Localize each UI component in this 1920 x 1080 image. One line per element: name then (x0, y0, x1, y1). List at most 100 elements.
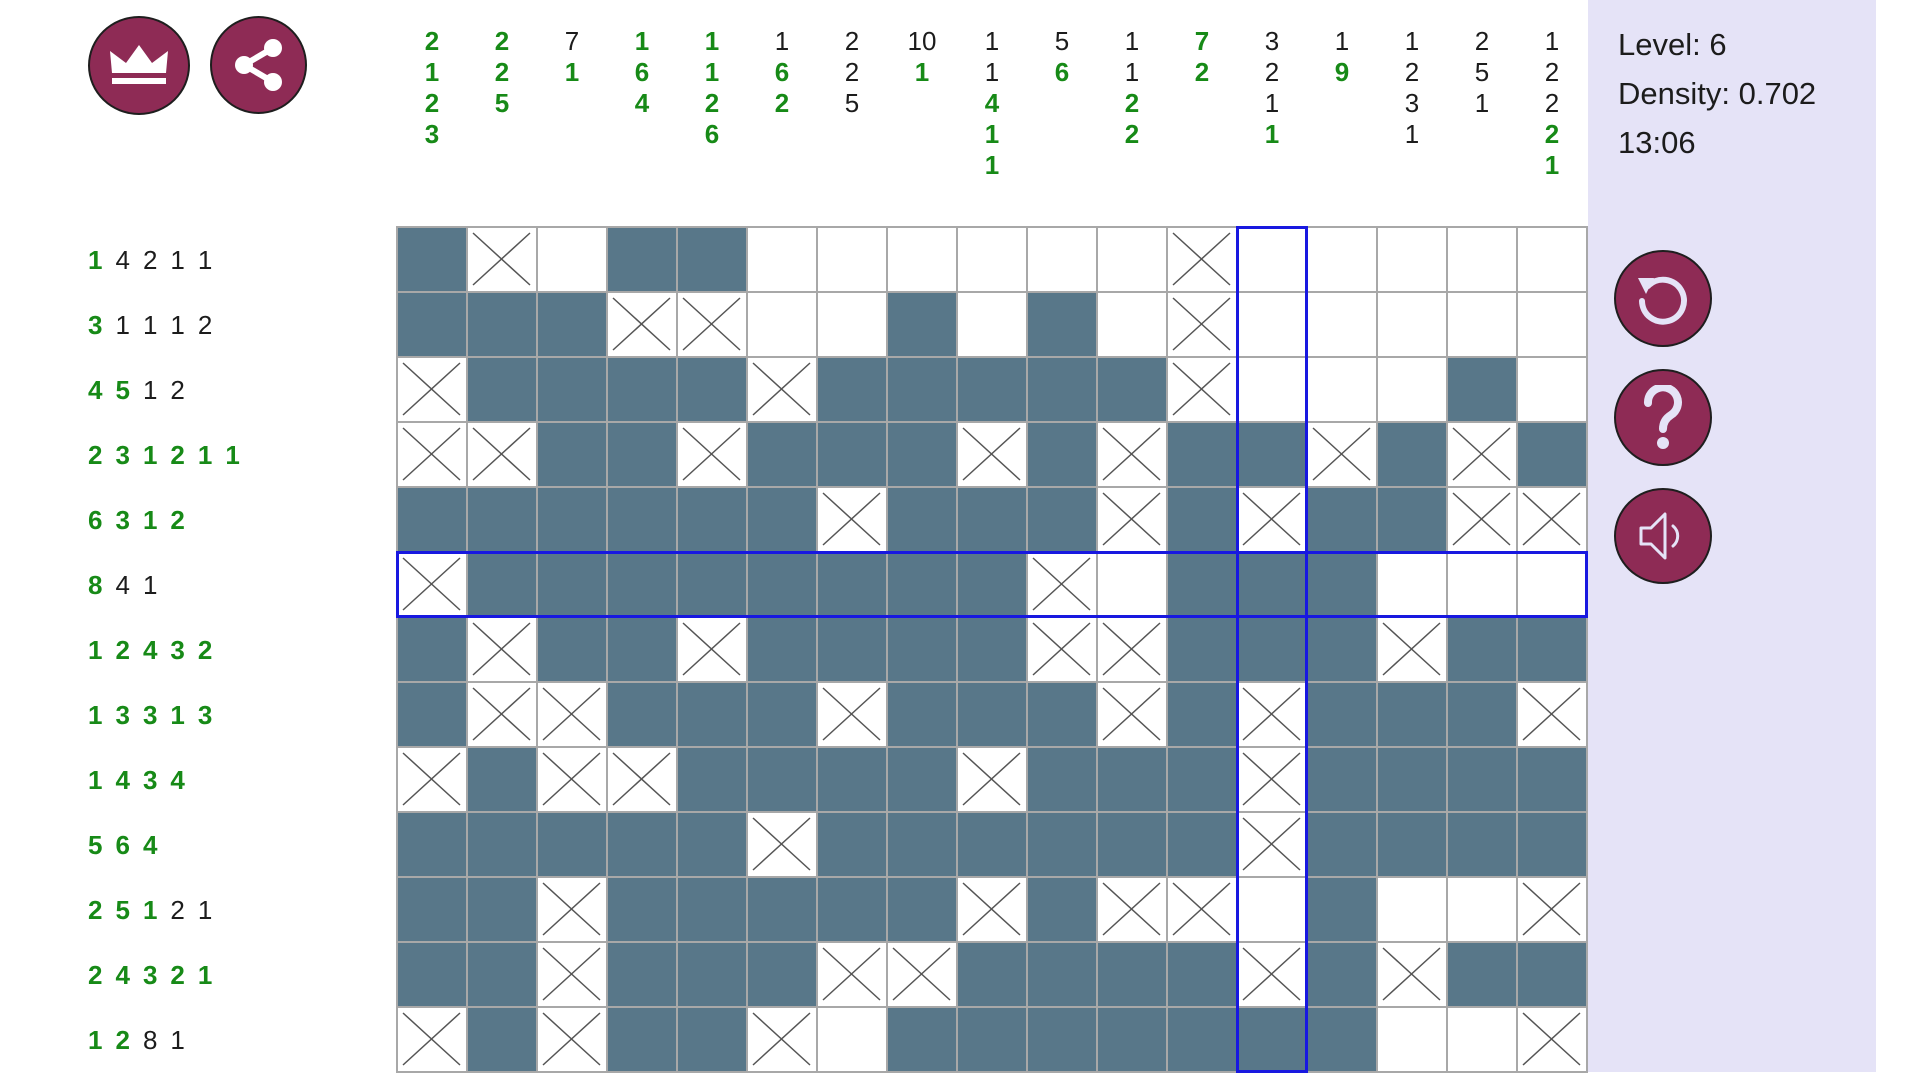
clue-number[interactable]: 9 (1334, 57, 1350, 87)
grid-cell-crossed[interactable] (1167, 877, 1237, 942)
grid-cell-filled[interactable] (747, 422, 817, 487)
grid-cell-filled[interactable] (957, 812, 1027, 877)
clue-number[interactable]: 1 (225, 439, 240, 470)
clue-number[interactable]: 1 (1264, 119, 1280, 149)
grid-cell-filled[interactable] (817, 357, 887, 422)
grid-cell-filled[interactable] (537, 812, 607, 877)
grid-cell-filled[interactable] (607, 487, 677, 552)
grid-cell-crossed[interactable] (467, 227, 537, 292)
grid-cell-empty[interactable] (1377, 877, 1447, 942)
grid-cell-filled[interactable] (607, 552, 677, 617)
clue-number[interactable]: 2 (170, 959, 185, 990)
grid-cell-filled[interactable] (1237, 422, 1307, 487)
grid-cell-filled[interactable] (887, 682, 957, 747)
grid-cell-filled[interactable] (887, 877, 957, 942)
grid-cell-empty[interactable] (957, 227, 1027, 292)
clue-number[interactable]: 2 (170, 439, 185, 470)
clue-number[interactable]: 1 (984, 119, 1000, 149)
clue-number[interactable]: 1 (88, 699, 103, 730)
grid-cell-filled[interactable] (957, 942, 1027, 1007)
grid-cell-filled[interactable] (607, 942, 677, 1007)
grid-cell-crossed[interactable] (397, 552, 467, 617)
clue-number[interactable]: 2 (1544, 57, 1560, 87)
grid-cell-crossed[interactable] (467, 682, 537, 747)
clue-number[interactable]: 2 (844, 57, 860, 87)
clue-number[interactable]: 2 (170, 894, 185, 925)
clue-number[interactable]: 1 (704, 26, 720, 56)
grid-cell-empty[interactable] (1377, 357, 1447, 422)
clue-number[interactable]: 2 (774, 88, 790, 118)
grid-cell-crossed[interactable] (537, 747, 607, 812)
clue-number[interactable]: 3 (1404, 88, 1420, 118)
grid-cell-filled[interactable] (397, 487, 467, 552)
clue-number[interactable]: 2 (88, 439, 103, 470)
grid-cell-crossed[interactable] (607, 292, 677, 357)
clue-number[interactable]: 1 (142, 504, 158, 535)
grid-cell-filled[interactable] (887, 747, 957, 812)
clue-number[interactable]: 1 (88, 244, 103, 275)
grid-cell-filled[interactable] (1167, 682, 1237, 747)
clue-number[interactable]: 3 (115, 439, 130, 470)
grid-cell-empty[interactable] (1377, 1007, 1447, 1072)
grid-cell-filled[interactable] (1447, 617, 1517, 682)
grid-cell-empty[interactable] (1307, 292, 1377, 357)
clue-number[interactable]: 8 (142, 1024, 158, 1055)
clue-number[interactable]: 1 (88, 634, 103, 665)
grid-cell-filled[interactable] (397, 812, 467, 877)
grid-cell-crossed[interactable] (537, 1007, 607, 1072)
grid-cell-filled[interactable] (1167, 422, 1237, 487)
grid-cell-filled[interactable] (1237, 1007, 1307, 1072)
grid-cell-filled[interactable] (1447, 812, 1517, 877)
grid-cell-empty[interactable] (817, 292, 887, 357)
clue-number[interactable]: 5 (494, 88, 510, 118)
grid-cell-filled[interactable] (747, 617, 817, 682)
grid-cell-filled[interactable] (1447, 357, 1517, 422)
grid-cell-filled[interactable] (467, 552, 537, 617)
reset-button[interactable] (1614, 250, 1712, 347)
grid-cell-filled[interactable] (1167, 1007, 1237, 1072)
clue-number[interactable]: 1 (984, 150, 1000, 180)
grid-cell-crossed[interactable] (1447, 422, 1517, 487)
grid-cell-filled[interactable] (397, 617, 467, 682)
clue-number[interactable]: 1 (564, 57, 580, 87)
clue-number[interactable]: 3 (197, 699, 213, 730)
grid-cell-crossed[interactable] (1377, 942, 1447, 1007)
grid-cell-filled[interactable] (887, 292, 957, 357)
grid-cell-crossed[interactable] (397, 747, 467, 812)
clue-number[interactable]: 1 (1124, 57, 1140, 87)
grid-cell-filled[interactable] (607, 877, 677, 942)
grid-cell-filled[interactable] (1027, 1007, 1097, 1072)
grid-cell-crossed[interactable] (957, 747, 1027, 812)
crown-button[interactable] (88, 16, 190, 115)
grid-cell-filled[interactable] (607, 357, 677, 422)
clue-number[interactable]: 3 (142, 764, 158, 795)
grid-cell-crossed[interactable] (1097, 487, 1167, 552)
grid-cell-filled[interactable] (397, 877, 467, 942)
clue-number[interactable]: 1 (634, 26, 650, 56)
clue-number[interactable]: 6 (1054, 57, 1070, 87)
clue-number[interactable]: 4 (170, 764, 185, 795)
grid-cell-filled[interactable] (607, 422, 677, 487)
clue-number[interactable]: 2 (1124, 88, 1140, 118)
grid-cell-empty[interactable] (1307, 227, 1377, 292)
grid-cell-filled[interactable] (1517, 942, 1587, 1007)
grid-cell-filled[interactable] (1027, 942, 1097, 1007)
grid-cell-filled[interactable] (1307, 487, 1377, 552)
clue-number[interactable]: 1 (197, 894, 213, 925)
clue-number[interactable]: 1 (1544, 150, 1560, 180)
clue-number[interactable]: 3 (424, 119, 440, 149)
clue-number[interactable]: 1 (197, 244, 213, 275)
grid-cell-crossed[interactable] (397, 1007, 467, 1072)
grid-cell-filled[interactable] (467, 357, 537, 422)
clue-number[interactable]: 2 (1194, 57, 1210, 87)
grid-cell-filled[interactable] (537, 552, 607, 617)
grid-cell-filled[interactable] (1027, 682, 1097, 747)
clue-number[interactable]: 1 (1264, 88, 1280, 118)
clue-number[interactable]: 6 (774, 57, 790, 87)
grid-cell-crossed[interactable] (887, 942, 957, 1007)
clue-number[interactable]: 2 (170, 504, 185, 535)
grid-cell-crossed[interactable] (1097, 422, 1167, 487)
grid-cell-filled[interactable] (747, 682, 817, 747)
grid-cell-empty[interactable] (1377, 552, 1447, 617)
grid-cell-filled[interactable] (1027, 747, 1097, 812)
